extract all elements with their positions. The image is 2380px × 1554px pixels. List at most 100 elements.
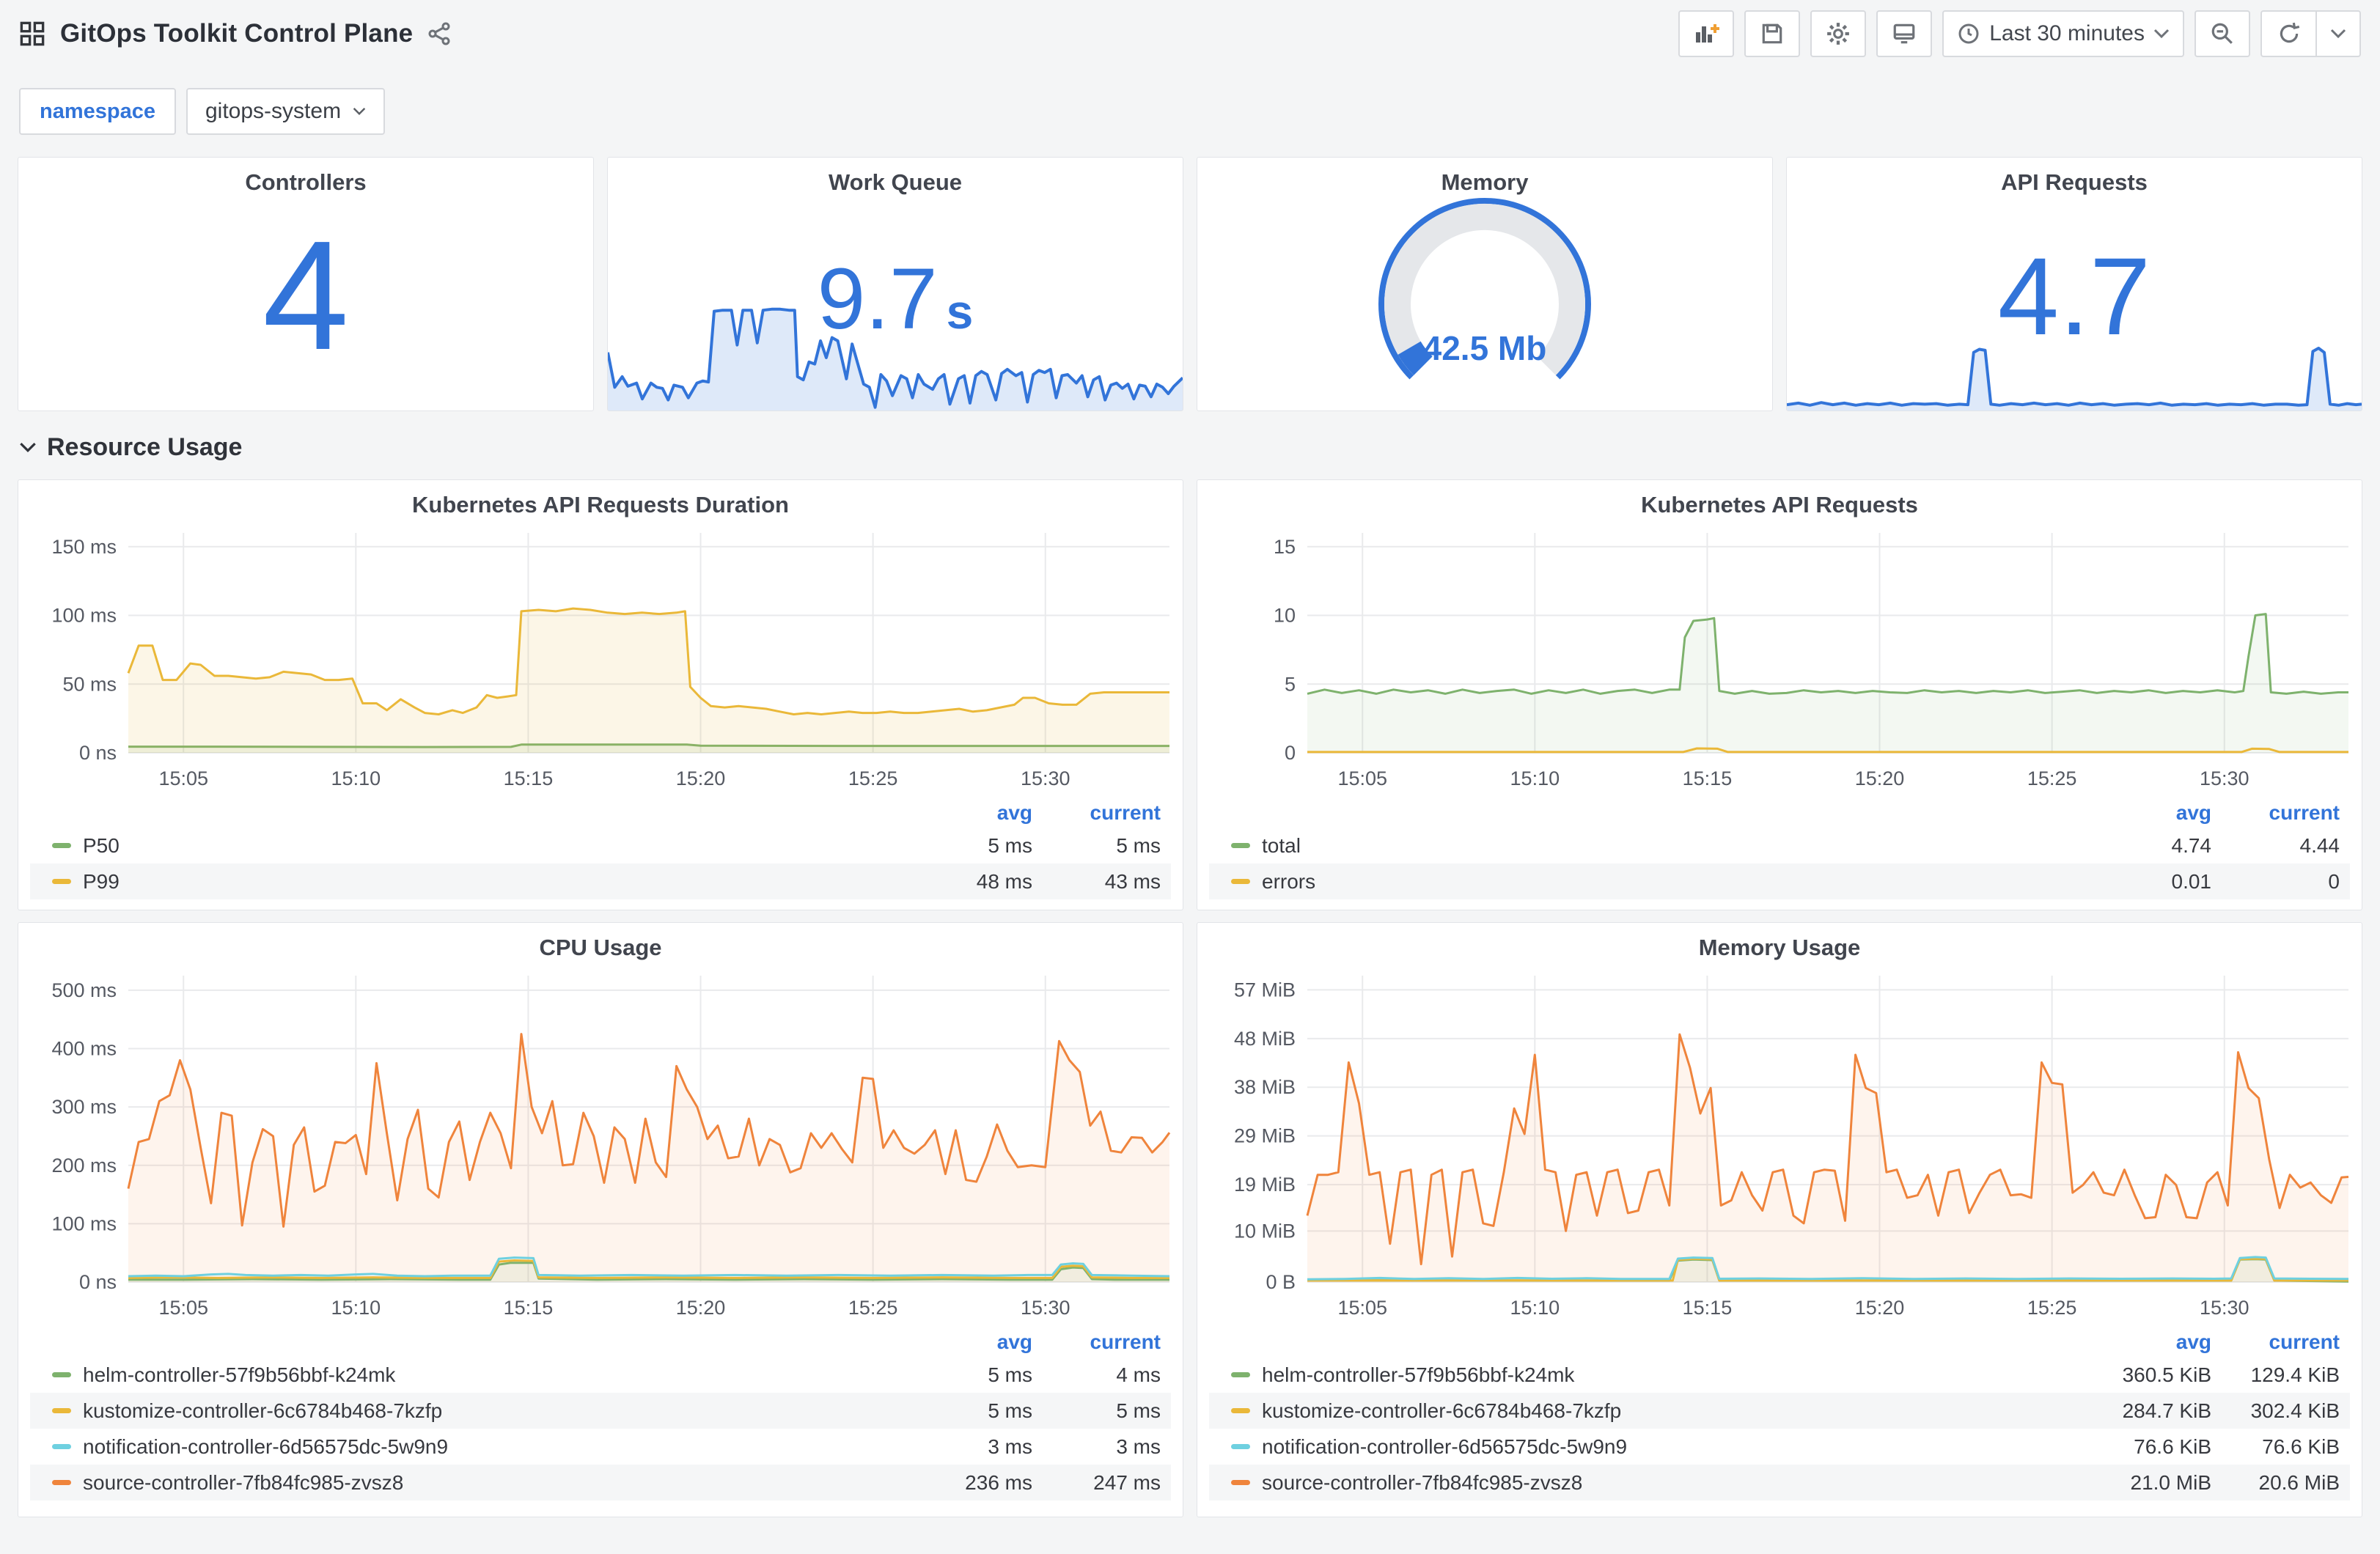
- legend-series-toggle[interactable]: kustomize-controller-6c6784b468-7kzfp: [52, 1399, 904, 1423]
- panel-memory-usage: Memory Usage 15:05 15:10 15:15 15:20 15:25 15…: [1197, 922, 2362, 1517]
- legend-series-swatch: [1231, 879, 1250, 884]
- svg-text:15:15: 15:15: [504, 1297, 554, 1319]
- legend-series-swatch: [1231, 1408, 1250, 1413]
- dashboards-grid-icon[interactable]: [19, 21, 45, 47]
- legend-current-value: 3 ms: [1116, 1435, 1161, 1458]
- legend-series-toggle[interactable]: notification-controller-6d56575dc-5w9n9: [1231, 1435, 2083, 1459]
- svg-text:50 ms: 50 ms: [62, 673, 117, 695]
- legend-series-label: notification-controller-6d56575dc-5w9n9: [83, 1435, 449, 1458]
- legend-series-label: P99: [83, 869, 120, 893]
- panel-title[interactable]: Work Queue: [828, 169, 963, 195]
- legend-series-toggle[interactable]: source-controller-7fb84fc985-zvsz8: [52, 1471, 904, 1495]
- legend-col-avg[interactable]: avg: [2175, 1330, 2211, 1353]
- legend-current-value: 4.44: [2299, 833, 2340, 857]
- requests-chart: 15:05 15:10 15:15 15:20 15:25 15:30 0 5 10 15: [1197, 523, 2362, 794]
- svg-text:15:10: 15:10: [1510, 1297, 1560, 1319]
- svg-text:15: 15: [1274, 536, 1296, 558]
- legend-series-toggle[interactable]: helm-controller-57f9b56bbf-k24mk: [1231, 1363, 2083, 1387]
- legend-current-value: 302.4 KiB: [2250, 1399, 2340, 1422]
- legend-col-current[interactable]: current: [1090, 801, 1161, 824]
- legend-row: helm-controller-57f9b56bbf-k24mk 360.5 Ki…: [1209, 1357, 2350, 1393]
- svg-text:15:30: 15:30: [1021, 767, 1070, 789]
- panel-title[interactable]: Memory: [1441, 169, 1529, 195]
- panel-title[interactable]: Memory Usage: [1698, 935, 1861, 960]
- legend-col-avg[interactable]: avg: [2175, 801, 2211, 824]
- svg-text:15:05: 15:05: [158, 1297, 208, 1319]
- legend-series-toggle[interactable]: total: [1231, 834, 2083, 858]
- panel-title[interactable]: Controllers: [245, 169, 367, 195]
- legend-row: total 4.74 4.44: [1209, 828, 2350, 863]
- panel-title[interactable]: CPU Usage: [539, 935, 662, 960]
- share-icon[interactable]: [427, 22, 451, 45]
- legend-avg-value: 360.5 KiB: [2122, 1363, 2211, 1386]
- panel-work-queue: Work Queue 9.7 s: [607, 157, 1183, 411]
- legend-series-swatch: [52, 1372, 71, 1377]
- legend-col-current[interactable]: current: [1090, 1330, 1161, 1353]
- panel-title[interactable]: Kubernetes API Requests Duration: [412, 492, 789, 518]
- legend-row: errors 0.01 0: [1209, 863, 2350, 899]
- svg-text:15:05: 15:05: [158, 767, 208, 789]
- legend-current-value: 5 ms: [1116, 1399, 1161, 1422]
- zoom-out-button[interactable]: [2194, 10, 2250, 57]
- legend-series-swatch: [1231, 1480, 1250, 1485]
- legend-series-label: source-controller-7fb84fc985-zvsz8: [83, 1470, 404, 1494]
- legend-series-toggle[interactable]: errors: [1231, 870, 2083, 894]
- svg-text:48 MiB: 48 MiB: [1234, 1028, 1296, 1050]
- section-title: Resource Usage: [47, 433, 243, 461]
- template-variables-row: namespace gitops-system: [0, 67, 2380, 157]
- legend-series-toggle[interactable]: P50: [52, 834, 904, 858]
- add-panel-button[interactable]: [1678, 10, 1735, 57]
- legend-col-current[interactable]: current: [2269, 801, 2340, 824]
- legend-series-swatch: [52, 1444, 71, 1449]
- svg-text:15:15: 15:15: [504, 767, 554, 789]
- variable-namespace-select[interactable]: gitops-system: [186, 88, 386, 135]
- legend-series-toggle[interactable]: kustomize-controller-6c6784b468-7kzfp: [1231, 1399, 2083, 1423]
- svg-text:29 MiB: 29 MiB: [1234, 1125, 1296, 1147]
- legend-header-row: avg current: [30, 798, 1171, 828]
- legend-series-toggle[interactable]: helm-controller-57f9b56bbf-k24mk: [52, 1363, 904, 1387]
- legend-col-avg[interactable]: avg: [996, 801, 1032, 824]
- save-dashboard-button[interactable]: [1744, 10, 1801, 57]
- time-range-picker[interactable]: Last 30 minutes: [1942, 10, 2184, 57]
- legend-avg-value: 21.0 MiB: [2130, 1470, 2212, 1494]
- svg-text:15:30: 15:30: [1021, 1297, 1070, 1319]
- legend-col-current[interactable]: current: [2269, 1330, 2340, 1353]
- svg-text:15:25: 15:25: [2027, 767, 2077, 789]
- panel-title[interactable]: Kubernetes API Requests: [1641, 492, 1918, 518]
- legend-row: source-controller-7fb84fc985-zvsz8 236 ms…: [30, 1465, 1171, 1500]
- legend-series-toggle[interactable]: notification-controller-6d56575dc-5w9n9: [52, 1435, 904, 1459]
- legend-current-value: 247 ms: [1093, 1470, 1161, 1494]
- svg-text:0 ns: 0 ns: [79, 742, 117, 764]
- legend-series-swatch: [1231, 843, 1250, 848]
- svg-text:15:15: 15:15: [1683, 767, 1733, 789]
- legend-avg-value: 4.74: [2171, 833, 2212, 857]
- refresh-button[interactable]: [2260, 10, 2316, 57]
- chart-row-1: Kubernetes API Requests Duration 15:05 15…: [0, 479, 2380, 910]
- svg-text:15:10: 15:10: [1510, 767, 1560, 789]
- legend-current-value: 43 ms: [1104, 869, 1161, 893]
- panel-title[interactable]: API Requests: [2001, 169, 2148, 195]
- legend-col-avg[interactable]: avg: [996, 1330, 1032, 1353]
- legend-series-label: helm-controller-57f9b56bbf-k24mk: [83, 1363, 396, 1386]
- legend-series-toggle[interactable]: source-controller-7fb84fc985-zvsz8: [1231, 1471, 2083, 1495]
- legend-avg-value: 3 ms: [988, 1435, 1032, 1458]
- dashboard-toolbar: Last 30 minutes: [1678, 10, 2361, 57]
- cycle-view-mode-button[interactable]: [1876, 10, 1933, 57]
- svg-text:57 MiB: 57 MiB: [1234, 979, 1296, 1001]
- svg-text:100 ms: 100 ms: [51, 605, 117, 627]
- legend-current-value: 20.6 MiB: [2258, 1470, 2340, 1494]
- settings-button[interactable]: [1810, 10, 1867, 57]
- chevron-down-icon: [20, 443, 36, 453]
- section-resource-usage[interactable]: Resource Usage: [0, 411, 2380, 479]
- legend-series-toggle[interactable]: P99: [52, 870, 904, 894]
- svg-text:400 ms: 400 ms: [51, 1038, 117, 1060]
- legend-avg-value: 5 ms: [988, 1399, 1032, 1422]
- memory-chart: 15:05 15:10 15:15 15:20 15:25 15:30 0 B 10 MiB 1…: [1197, 965, 2362, 1323]
- refresh-interval-dropdown[interactable]: [2316, 10, 2361, 57]
- legend-header-row: avg current: [30, 1327, 1171, 1357]
- legend-series-swatch: [52, 843, 71, 848]
- duration-chart: 15:05 15:10 15:15 15:20 15:25 15:30 0 ns 50 ms 1…: [18, 523, 1183, 794]
- stat-panels-row: Controllers 4 Work Queue 9.7 s Memory 42.…: [0, 157, 2380, 411]
- svg-text:150 ms: 150 ms: [51, 536, 117, 558]
